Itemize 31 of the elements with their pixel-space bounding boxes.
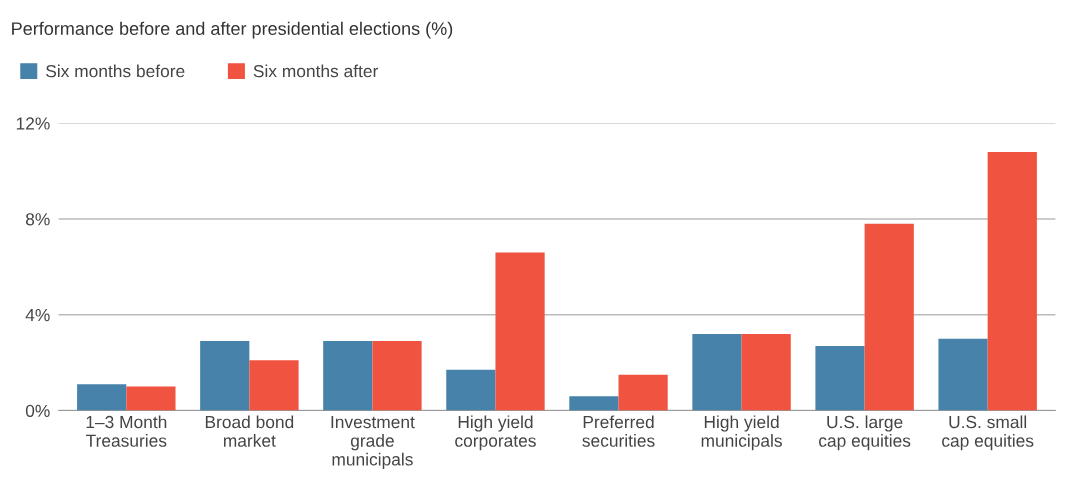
bar: [495, 252, 545, 411]
bar: [938, 338, 988, 411]
bar: [323, 341, 373, 411]
bar: [249, 360, 299, 411]
x-tick-label: Broad bond market: [205, 415, 294, 447]
x-tick-label: U.S. small cap equities: [942, 415, 1034, 451]
chart-title: Performance before and after presidential elections (%): [12, 21, 453, 39]
bar: [77, 384, 127, 411]
bar: [569, 396, 619, 411]
x-tick-label: High yield corporates: [455, 415, 536, 451]
bar: [200, 341, 250, 411]
x-tick-label: Preferred securities: [582, 415, 655, 447]
x-tick-label: U.S. large cap equities: [819, 415, 911, 451]
legend-label: Six months after: [253, 64, 379, 78]
y-tick-label: 12%: [16, 117, 50, 130]
bar: [815, 345, 865, 411]
bar: [446, 369, 496, 411]
bar: [864, 223, 914, 411]
y-tick-label: 4%: [25, 309, 50, 322]
x-tick-label: 1–3 Month Treasuries: [86, 415, 167, 447]
legend-label: Six months before: [46, 64, 185, 78]
bar: [618, 374, 668, 411]
y-tick-label: 8%: [25, 213, 50, 226]
bar: [372, 341, 422, 411]
x-tick-label: Investment grade municipals: [331, 416, 415, 469]
bar: [987, 151, 1037, 411]
x-tick-label: High yield municipals: [701, 415, 782, 451]
bar: [126, 386, 176, 411]
bar: [741, 333, 791, 411]
y-tick-label: 0%: [25, 404, 50, 418]
bar: [692, 333, 742, 411]
